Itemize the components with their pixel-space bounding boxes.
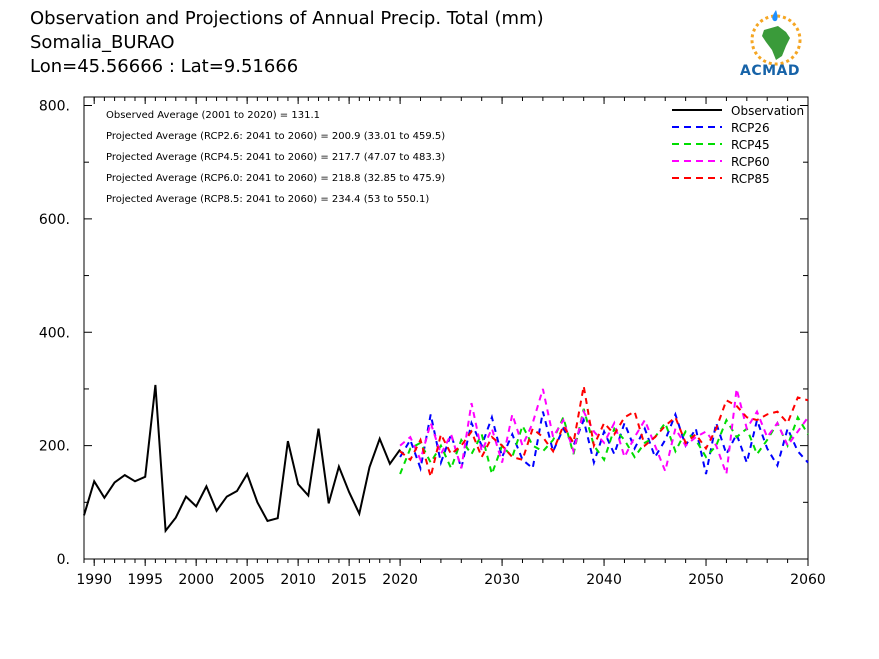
legend-label: RCP60 <box>731 155 770 169</box>
location-label: Somalia_BURAO <box>30 32 175 53</box>
annotations: Observed Average (2001 to 2020) = 131.1 P… <box>106 110 445 205</box>
logo-text: ACMAD <box>740 63 800 79</box>
x-tick-label: 2050 <box>688 572 724 588</box>
x-tick-label: 2015 <box>331 572 367 588</box>
sun-rays-icon <box>750 14 802 66</box>
annotation-line: Projected Average (RCP8.5: 2041 to 2060)… <box>106 194 429 205</box>
water-drop-icon <box>772 10 778 22</box>
y-tick-label: 600. <box>39 212 70 228</box>
y-tick-label: 0. <box>57 552 70 568</box>
legend-label: RCP45 <box>731 138 770 152</box>
plot-frame <box>83 96 809 560</box>
series-layer <box>83 384 809 534</box>
series-rcp45 <box>399 408 809 478</box>
series-rcp26 <box>399 411 809 475</box>
x-tick-label: 1995 <box>127 572 163 588</box>
series-rcp60 <box>399 388 809 475</box>
axis-ticks: 1990 1995 2000 2005 2010 2015 2020 2030 2040 2050… <box>39 97 826 588</box>
x-tick-label: 2020 <box>382 572 418 588</box>
y-tick-label: 400. <box>39 325 70 341</box>
annotation-line: Projected Average (RCP2.6: 2041 to 2060)… <box>106 131 445 142</box>
legend: Observation RCP26 RCP45 RCP60 RCP85 <box>672 104 804 186</box>
x-tick-label: 2010 <box>280 572 316 588</box>
x-tick-label: 2000 <box>178 572 214 588</box>
x-tick-label: 2040 <box>586 572 622 588</box>
x-tick-label: 1990 <box>76 572 112 588</box>
x-tick-label: 2060 <box>790 572 826 588</box>
annotation-line: Projected Average (RCP4.5: 2041 to 2060)… <box>106 152 445 163</box>
y-tick-label: 200. <box>39 439 70 455</box>
legend-label: RCP26 <box>731 121 770 135</box>
africa-map-icon <box>762 26 790 60</box>
legend-label: RCP85 <box>731 172 770 186</box>
annotation-line: Projected Average (RCP6.0: 2041 to 2060)… <box>106 173 445 184</box>
annotation-line: Observed Average (2001 to 2020) = 131.1 <box>106 110 320 121</box>
coords-label: Lon=45.56666 : Lat=9.51666 <box>30 56 299 77</box>
y-tick-label: 800. <box>39 99 70 115</box>
acmad-logo <box>750 10 802 66</box>
series-observation <box>83 384 401 534</box>
x-tick-label: 2005 <box>229 572 265 588</box>
series-rcp85 <box>399 385 809 481</box>
chart-title: Observation and Projections of Annual Pr… <box>30 8 544 29</box>
legend-label: Observation <box>731 104 804 118</box>
x-tick-label: 2030 <box>484 572 520 588</box>
